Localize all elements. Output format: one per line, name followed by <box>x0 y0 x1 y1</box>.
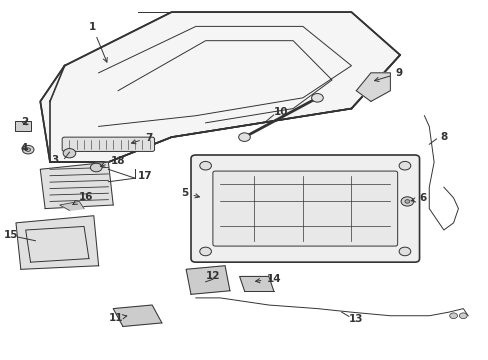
Text: 10: 10 <box>273 107 287 117</box>
Circle shape <box>404 200 409 203</box>
Polygon shape <box>16 216 99 269</box>
FancyBboxPatch shape <box>212 171 397 246</box>
Circle shape <box>26 148 30 152</box>
Polygon shape <box>186 266 229 294</box>
Polygon shape <box>113 305 162 327</box>
Text: 16: 16 <box>73 192 94 204</box>
Text: 3: 3 <box>51 156 59 165</box>
Text: 17: 17 <box>137 171 152 181</box>
Text: 15: 15 <box>4 230 19 240</box>
Text: 4: 4 <box>21 143 28 153</box>
Circle shape <box>398 247 410 256</box>
FancyBboxPatch shape <box>191 155 419 262</box>
Circle shape <box>458 313 466 319</box>
Polygon shape <box>40 162 113 208</box>
Text: 1: 1 <box>89 22 107 62</box>
Text: 5: 5 <box>181 188 199 198</box>
Polygon shape <box>356 73 389 102</box>
Circle shape <box>449 313 457 319</box>
Circle shape <box>200 247 211 256</box>
Circle shape <box>238 133 250 141</box>
Text: 13: 13 <box>348 314 363 324</box>
Circle shape <box>200 161 211 170</box>
Circle shape <box>400 197 413 206</box>
Polygon shape <box>60 202 84 210</box>
Text: 12: 12 <box>205 271 220 282</box>
Circle shape <box>311 94 323 102</box>
FancyBboxPatch shape <box>62 137 154 152</box>
Polygon shape <box>239 276 273 291</box>
FancyBboxPatch shape <box>15 121 30 131</box>
Circle shape <box>90 163 102 172</box>
Polygon shape <box>40 12 399 162</box>
Circle shape <box>63 149 76 158</box>
Text: 18: 18 <box>100 156 125 167</box>
Text: 9: 9 <box>374 68 402 81</box>
Circle shape <box>22 145 34 154</box>
Text: 11: 11 <box>108 313 126 323</box>
Text: 8: 8 <box>439 132 447 142</box>
Text: 14: 14 <box>255 274 281 284</box>
Circle shape <box>398 161 410 170</box>
Text: 2: 2 <box>21 117 28 127</box>
Text: 6: 6 <box>410 193 426 203</box>
Text: 7: 7 <box>131 133 152 144</box>
